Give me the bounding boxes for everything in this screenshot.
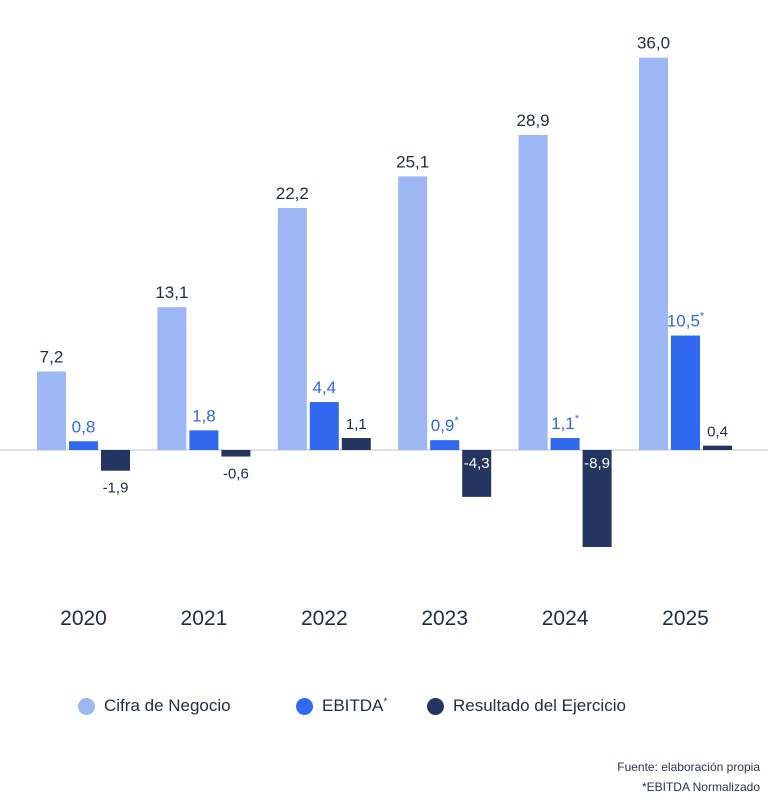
legend-label-ebitda: EBITDA xyxy=(322,696,384,715)
legend-label-ebitda-asterisk: * xyxy=(383,696,388,708)
legend-swatch-ebitda xyxy=(296,697,313,715)
x-tick-label-2024: 2024 xyxy=(542,607,589,630)
data-label-cifra-de-negocio-2020: 7,2 xyxy=(40,348,64,367)
bar-cifra-de-negocio-2020 xyxy=(37,371,66,450)
data-label-cifra-de-negocio-2022: 22,2 xyxy=(276,184,309,203)
bar-cifra-de-negocio-2024 xyxy=(518,134,548,451)
legend: Cifra de Negocio EBITDA* Resultado del E… xyxy=(0,692,768,720)
legend-label-ebitda-wrap: EBITDA* xyxy=(322,696,387,716)
bar-ebitda-2023 xyxy=(430,440,460,450)
data-label-cifra-de-negocio-2021: 13,1 xyxy=(155,283,188,302)
legend-item-cifra-de-negocio: Cifra de Negocio xyxy=(78,692,231,720)
data-label-resultado-del-ejercicio-2025: 0,4 xyxy=(707,424,728,441)
x-tick-label-2022: 2022 xyxy=(301,607,348,630)
legend-swatch-resultado xyxy=(427,697,444,715)
data-label-cifra-de-negocio-2024: 28,9 xyxy=(517,111,550,130)
data-label-asterisk: * xyxy=(700,311,705,323)
bar-ebitda-2020 xyxy=(69,441,98,450)
bar-ebitda-2022 xyxy=(309,402,339,450)
chart-area: 7,2 0,8 -1,9 2020 13,1 1,8 -0,6 2021 22,2 4,4 1,1 2… xyxy=(0,34,768,630)
bar-ebitda-2021 xyxy=(189,430,219,450)
bar-resultado-del-ejercicio-2022 xyxy=(341,438,371,450)
data-label-cifra-de-negocio-2023: 25,1 xyxy=(396,152,429,171)
bar-resultado-del-ejercicio-2025 xyxy=(703,445,732,450)
data-label-resultado-del-ejercicio-2024: -8,9 xyxy=(584,455,610,472)
legend-label-cifra: Cifra de Negocio xyxy=(104,696,231,715)
footnotes: Fuente: elaboración propia *EBITDA Norma… xyxy=(617,757,760,797)
data-label-resultado-del-ejercicio-2021: -0,6 xyxy=(223,466,249,483)
ebitda-note: *EBITDA Normalizado xyxy=(641,780,760,794)
bar-resultado-del-ejercicio-2024 xyxy=(582,450,612,548)
data-label-ebitda-2023: 0,9* xyxy=(431,415,460,435)
bar-ebitda-2024 xyxy=(550,438,580,450)
legend-label-resultado: Resultado del Ejercicio xyxy=(453,696,626,715)
bar-resultado-del-ejercicio-2023 xyxy=(462,450,492,497)
data-label-asterisk: * xyxy=(575,413,580,425)
data-label-asterisk: * xyxy=(454,415,459,427)
bar-cifra-de-negocio-2021 xyxy=(157,307,187,450)
bar-resultado-del-ejercicio-2020 xyxy=(101,450,130,471)
bar-cifra-de-negocio-2023 xyxy=(398,176,428,450)
x-tick-label-2023: 2023 xyxy=(421,607,468,630)
data-label-resultado-del-ejercicio-2023: -4,3 xyxy=(464,455,490,472)
bar-resultado-del-ejercicio-2021 xyxy=(221,450,251,457)
bar-ebitda-2025 xyxy=(671,335,700,450)
legend-item-ebitda: EBITDA* xyxy=(296,692,387,720)
bar-cifra-de-negocio-2025 xyxy=(639,57,668,450)
data-label-ebitda-2025: 10,5* xyxy=(667,311,705,331)
legend-swatch-cifra xyxy=(78,697,95,715)
data-label-ebitda-2021: 1,8 xyxy=(192,406,216,425)
source-note: Fuente: elaboración propia xyxy=(617,760,760,774)
data-label-resultado-del-ejercicio-2020: -1,9 xyxy=(103,480,129,497)
data-label-ebitda-2022: 4,4 xyxy=(312,378,336,397)
x-tick-label-2025: 2025 xyxy=(662,607,709,630)
x-tick-label-2021: 2021 xyxy=(181,607,228,630)
legend-item-resultado-del-ejercicio: Resultado del Ejercicio xyxy=(427,692,626,720)
data-label-ebitda-2020: 0,8 xyxy=(72,417,96,436)
data-label-cifra-de-negocio-2025: 36,0 xyxy=(637,34,670,53)
data-label-ebitda-2024: 1,1* xyxy=(551,413,580,433)
x-tick-label-2020: 2020 xyxy=(60,607,107,630)
data-label-resultado-del-ejercicio-2022: 1,1 xyxy=(346,416,367,433)
bar-cifra-de-negocio-2022 xyxy=(277,208,307,450)
